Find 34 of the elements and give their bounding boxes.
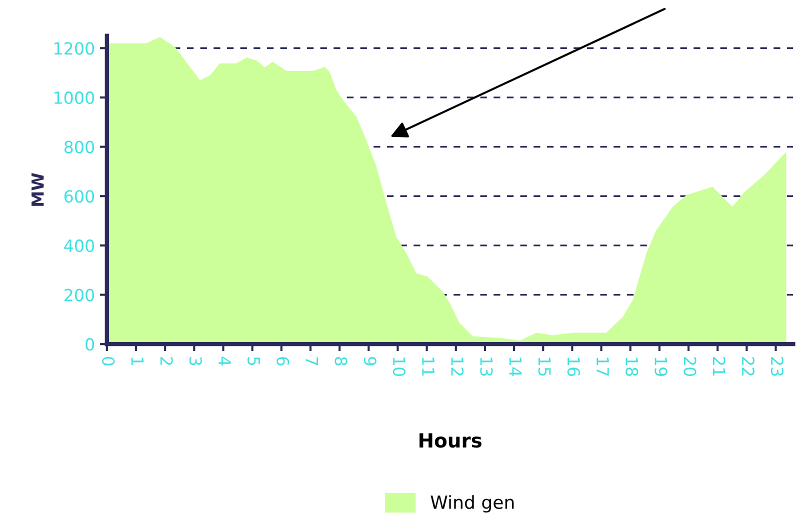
x-tick-label: 13	[480, 358, 493, 376]
legend-label: Wind gen	[430, 495, 514, 513]
y-tick-label: 1200	[54, 42, 94, 55]
x-tick-label: 0	[102, 357, 115, 366]
y-tick-label: 800	[64, 140, 94, 154]
x-tick-label: 19	[654, 358, 668, 376]
x-tick-label: 23	[770, 357, 784, 376]
x-tick-label: 9	[364, 356, 376, 366]
y-axis-title: MW	[32, 172, 44, 206]
x-tick-label: 14	[509, 358, 522, 376]
x-tick-label: 11	[422, 358, 434, 376]
x-tick-label: 2	[160, 357, 173, 365]
x-tick-label: 12	[451, 358, 464, 376]
x-tick-label: 18	[626, 358, 638, 376]
y-tick-label: 0	[86, 338, 94, 351]
x-tick-label: 3	[189, 357, 202, 366]
y-tick-label: 600	[64, 190, 94, 203]
x-tick-label: 8	[334, 357, 348, 366]
x-tick-label: 20	[684, 357, 696, 376]
x-tick-label: 22	[742, 357, 754, 376]
x-tick-label: 1	[131, 358, 144, 365]
x-tick-label: 17	[596, 358, 609, 376]
x-tick-label: 5	[247, 357, 260, 366]
y-tick-label: 1000	[54, 91, 94, 104]
x-tick-label: 21	[713, 357, 726, 376]
x-tick-label: 16	[567, 358, 580, 376]
x-tick-label: 6	[276, 357, 290, 366]
x-axis-title: Hours	[420, 433, 482, 448]
y-tick-label: 400	[64, 239, 94, 252]
x-tick-label: 15	[538, 358, 551, 376]
x-tick-label: 4	[218, 356, 231, 366]
x-tick-label: 7	[306, 357, 318, 366]
x-tick-label: 10	[392, 358, 406, 376]
y-tick-label: 200	[64, 288, 94, 302]
